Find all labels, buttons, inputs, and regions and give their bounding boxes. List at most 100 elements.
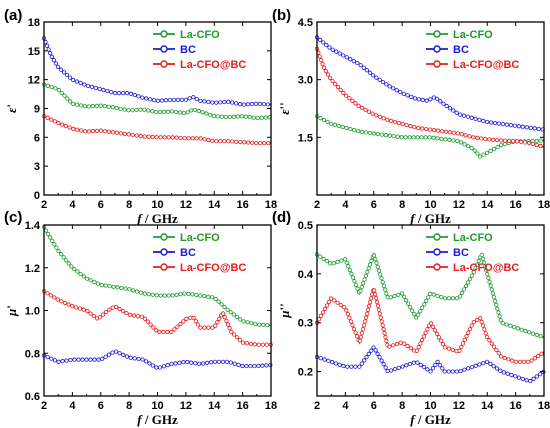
data-point xyxy=(72,357,77,362)
data-point xyxy=(45,115,50,121)
data-point xyxy=(414,315,419,320)
data-point xyxy=(124,91,130,96)
data-point xyxy=(423,135,428,140)
plot-frame xyxy=(316,21,545,196)
data-point xyxy=(158,293,163,298)
legend-marker xyxy=(160,263,168,271)
data-point xyxy=(165,363,170,368)
x-tick-label: 10 xyxy=(151,199,163,211)
data-point xyxy=(169,361,174,367)
legend-label: BC xyxy=(180,44,196,56)
data-point xyxy=(316,317,322,322)
data-point xyxy=(420,97,425,103)
data-point xyxy=(100,312,106,317)
data-point xyxy=(367,262,373,267)
data-point xyxy=(422,302,427,307)
data-point xyxy=(420,305,425,310)
data-point xyxy=(380,279,385,285)
data-point xyxy=(174,135,179,140)
data-point xyxy=(66,261,71,266)
x-tick-label: 8 xyxy=(126,400,132,412)
data-point xyxy=(364,68,369,73)
data-point xyxy=(142,316,148,321)
data-point xyxy=(335,84,341,90)
x-tick-label: 2 xyxy=(314,400,320,412)
data-point xyxy=(132,356,137,361)
data-point xyxy=(504,122,510,127)
data-point xyxy=(211,113,217,119)
panel-label: (d) xyxy=(272,209,291,226)
legend-item: La-CFO@BC xyxy=(426,262,519,274)
data-point xyxy=(460,341,466,346)
data-point xyxy=(178,292,183,297)
data-point xyxy=(344,260,349,265)
data-point xyxy=(154,293,159,298)
legend-item: La-CFO xyxy=(153,29,220,41)
data-point xyxy=(238,139,243,145)
data-point xyxy=(194,96,199,102)
data-point xyxy=(494,302,499,307)
data-point xyxy=(74,79,79,84)
data-point xyxy=(469,323,474,328)
x-tick-label: 18 xyxy=(265,199,277,211)
data-point xyxy=(253,321,258,327)
data-point xyxy=(45,291,50,296)
data-point xyxy=(341,363,346,369)
data-point xyxy=(525,359,531,364)
data-point xyxy=(232,361,237,366)
data-point xyxy=(324,303,330,308)
data-point xyxy=(90,104,95,109)
data-point xyxy=(154,135,159,140)
data-point xyxy=(353,282,359,287)
data-point xyxy=(430,366,436,371)
data-point xyxy=(78,103,84,108)
data-point xyxy=(368,300,373,305)
data-point xyxy=(443,345,448,350)
data-point xyxy=(249,101,255,107)
data-point xyxy=(103,354,108,359)
data-point xyxy=(234,139,239,144)
data-point xyxy=(64,358,69,363)
plot-frame xyxy=(43,21,272,196)
data-point xyxy=(148,97,153,102)
y-axis-title: μ'' xyxy=(277,303,292,318)
data-point xyxy=(510,358,515,363)
data-point xyxy=(362,277,367,282)
data-point xyxy=(182,136,187,141)
data-point xyxy=(124,311,129,316)
data-point xyxy=(91,313,96,319)
data-point xyxy=(498,368,503,373)
data-point xyxy=(121,352,126,357)
data-point xyxy=(348,57,353,62)
data-point xyxy=(459,290,465,295)
data-point xyxy=(69,264,74,269)
data-point xyxy=(171,97,177,102)
data-point xyxy=(253,101,259,106)
data-point xyxy=(347,267,352,273)
data-point xyxy=(43,228,49,233)
data-point xyxy=(374,260,379,266)
data-point xyxy=(414,348,419,353)
data-point xyxy=(135,313,141,319)
data-point xyxy=(530,141,535,147)
data-point xyxy=(56,87,62,93)
y-tick-label: 0.8 xyxy=(25,348,40,360)
data-point xyxy=(459,344,464,350)
data-point xyxy=(364,311,370,316)
data-point xyxy=(259,115,264,120)
data-point xyxy=(435,136,440,141)
data-point xyxy=(238,317,243,322)
data-point xyxy=(516,124,521,129)
data-point xyxy=(174,292,179,297)
data-point xyxy=(424,298,429,303)
data-point xyxy=(317,37,323,43)
data-point xyxy=(56,120,61,126)
legend-label: BC xyxy=(180,247,196,259)
data-point xyxy=(401,294,407,299)
data-point xyxy=(383,133,388,138)
y-tick-label: 12 xyxy=(28,75,40,87)
data-point xyxy=(178,321,183,327)
y-tick-label: 15 xyxy=(28,46,40,58)
data-point xyxy=(255,115,260,121)
x-tick-label: 14 xyxy=(481,400,494,412)
